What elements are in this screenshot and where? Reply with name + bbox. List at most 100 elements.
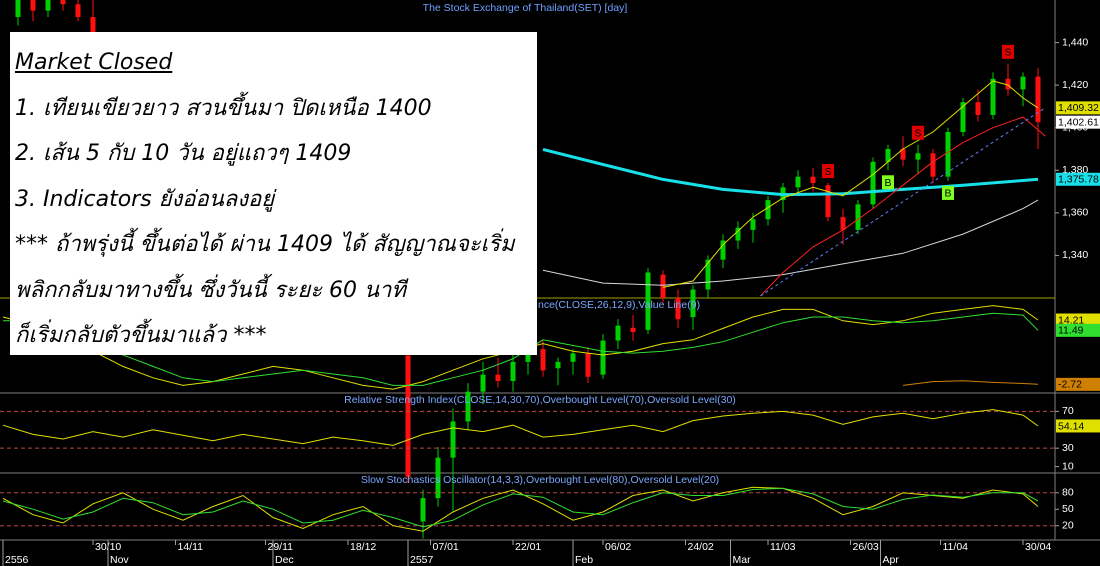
signal-label: B [884,177,891,189]
candle-body [945,131,951,177]
month-label: Feb [575,554,593,566]
signal-label: S [914,128,921,140]
signal-marker [942,185,954,200]
signal-marker [882,175,894,190]
candle-body [75,4,81,18]
candle-body [825,185,831,218]
candle-body [705,259,711,290]
last-value-box [1056,115,1100,129]
candle-body [720,240,726,260]
panel-title: Relative Strength Index(CLOSE,14,30,70),… [344,394,736,406]
y-tick-label: 1,340 [1062,249,1088,261]
candle-body [405,355,411,477]
candle-body [585,353,591,377]
candle-body [915,153,921,160]
month-label: Apr [883,554,900,566]
note-line: 2. เส้น 5 กับ 10 วัน อยู่แถวๆ 1409 [15,141,352,166]
candle-body [660,274,666,298]
y-tick-label: 20 [1062,520,1074,532]
candle-body [615,325,621,341]
x-tick-label: 11/04 [943,541,969,553]
candle-body [630,327,636,333]
candle-body [690,289,696,318]
candle-body [960,102,966,132]
x-tick-label: 11/03 [770,541,796,553]
last-value-label: 1,402.61 [1058,116,1099,128]
candle-body [990,78,996,115]
candle-body [1020,76,1026,90]
last-value-box [1056,101,1100,115]
candle-body [645,272,651,330]
candle-body [30,0,36,11]
month-label: Dec [275,554,294,566]
last-value-label: 1,375.78 [1058,174,1099,186]
candle-body [600,340,606,375]
signal-label: B [944,188,951,200]
last-value-label: -2.72 [1058,379,1082,391]
candle-body [570,353,576,362]
candle-body [675,298,681,320]
signal-marker [1002,44,1014,59]
signal-marker [822,164,834,179]
signal-label: S [1004,47,1011,59]
candle-body [525,351,531,362]
candle-body [510,361,516,382]
candle-body [765,200,771,220]
y-tick-label: 50 [1062,503,1074,515]
x-tick-label: 30/04 [1025,541,1051,553]
panel-title: Slow Stochastics Oscillator(14,3,3),Over… [361,474,719,486]
candle-body [750,219,756,230]
candle-body [90,17,96,32]
month-label: 2556 [5,554,29,566]
last-value-label: 11.49 [1058,325,1084,337]
indicator-line [662,80,1039,288]
signal-marker [912,125,924,140]
last-value-box [1056,313,1100,327]
indicator-line [2,486,1039,532]
chart-title: The Stock Exchange of Thailand(SET) [day… [423,2,628,14]
note-line: ก็เริ่มกลับตัวขึ้นมาแล้ว *** [15,323,267,348]
last-value-label: 14.21 [1058,314,1084,326]
x-tick-label: 06/02 [605,541,631,553]
indicator-line [542,147,1039,197]
x-tick-label: 22/01 [515,541,541,553]
candle-body [420,498,426,522]
candle-body [795,176,801,188]
last-value-label: 54.14 [1058,420,1084,432]
last-value-box [1056,419,1100,433]
candle-body [1005,78,1011,90]
x-tick-label: 07/01 [433,541,459,553]
candle-body [555,361,561,369]
indicator-line [760,107,1046,297]
candle-body [810,176,816,184]
y-tick-label: 1,360 [1062,207,1088,219]
indicator-line [2,487,1039,528]
candle-body [840,217,846,230]
x-tick-label: 14/11 [178,541,204,553]
candle-body [60,0,66,5]
month-label: Mar [733,554,752,566]
month-label: 2557 [410,554,434,566]
candle-body [450,421,456,458]
candle-body [495,374,501,382]
candle-body [465,391,471,422]
note-heading: Market Closed [15,50,173,75]
candle-body [930,153,936,177]
x-tick-label: 18/12 [350,541,376,553]
candle-body [480,374,486,392]
indicator-line [542,199,1039,286]
panel-title: nce(CLOSE,26,12,9),Value Line(9) [538,299,700,311]
candle-body [45,0,51,11]
note-box: Market Closed 1. เทียนเขียวยาว สวนขึ้นมา… [10,32,537,355]
note-line: 3. Indicators ยังอ่อนลงอยู่ [15,186,275,212]
candle-body [870,161,876,205]
x-tick-label: 29/11 [268,541,294,553]
y-tick-label: 10 [1062,460,1074,472]
y-tick-label: 70 [1062,405,1074,417]
indicator-line [902,380,1039,386]
note-line: พลิกกลับมาทางขึ้น ซึ่งวันนี้ ระยะ 60 นาท… [15,277,406,303]
last-value-label: 1,409.32 [1058,102,1099,114]
last-value-box [1056,377,1100,391]
candle-body [900,149,906,160]
